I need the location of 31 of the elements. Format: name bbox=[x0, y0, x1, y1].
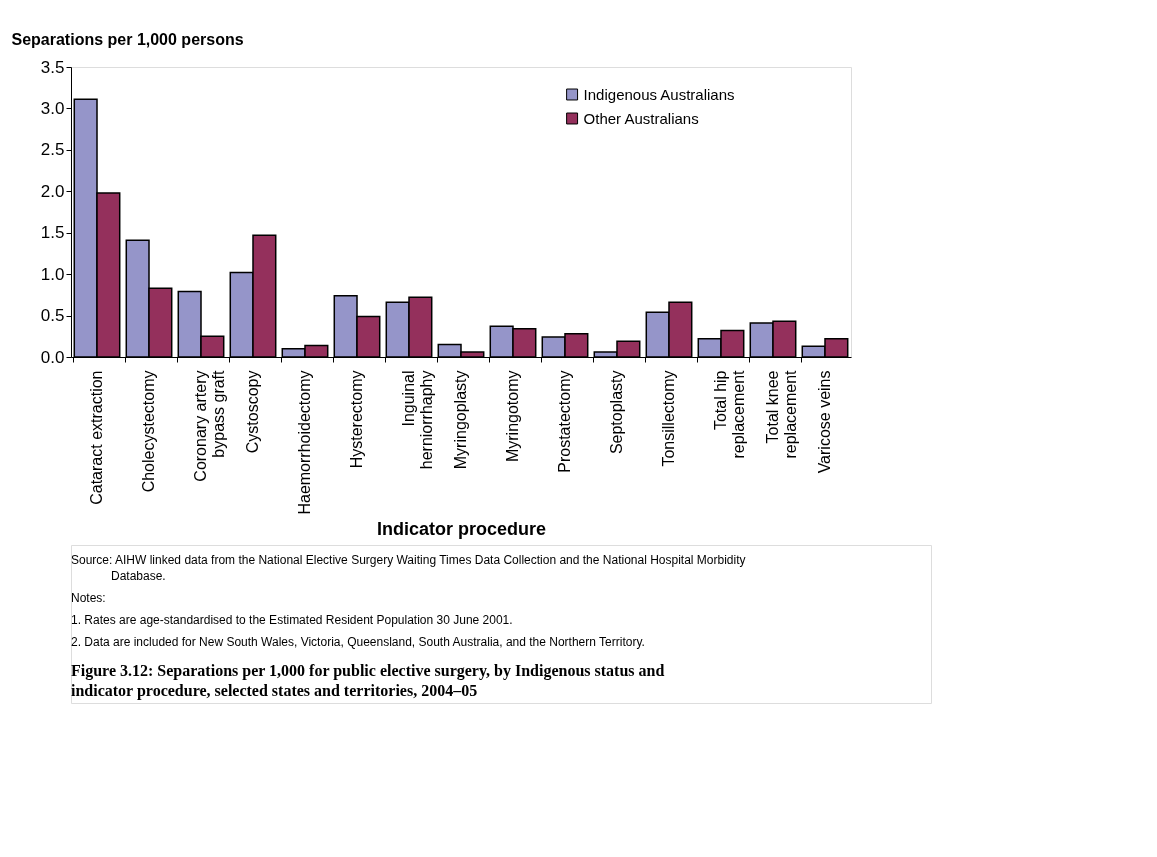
legend-label: Other Australians bbox=[583, 109, 699, 127]
x-tick-label: Coronary artery bypass graft bbox=[192, 369, 227, 482]
y-tick-label: 1.0 bbox=[40, 264, 65, 284]
x-tick-label: Tonsillectomy bbox=[660, 370, 677, 467]
x-tick-label: Cystoscopy bbox=[244, 370, 261, 454]
text: Notes: bbox=[71, 591, 106, 605]
x-tick-label: Cataract extraction bbox=[88, 370, 105, 505]
x-axis-title: Indicator procedure bbox=[376, 518, 547, 539]
x-tick-label: Septoplasty bbox=[608, 370, 625, 455]
y-tick-label: 2.5 bbox=[40, 140, 65, 160]
x-tick-label: Varicose veins bbox=[816, 370, 833, 474]
legend-label: Indigenous Australians bbox=[583, 85, 735, 103]
x-tick-label: Myringotomy bbox=[504, 370, 521, 463]
y-tick-label: 2.0 bbox=[40, 181, 65, 201]
x-tick-label: Haemorrhoidectomy bbox=[296, 370, 313, 515]
text: Figure 3.12: Separations per 1,000 for public elective surgery, by Indigenous status and indicator procedure, selected states and territories, 2004–05 bbox=[71, 662, 665, 700]
x-tick-label: Inguinal herniorrhaphy bbox=[400, 370, 435, 470]
x-tick-label: Hysterectomy bbox=[348, 370, 365, 469]
y-tick-label: 3.0 bbox=[40, 98, 65, 118]
x-tick-label: Myringoplasty bbox=[452, 370, 469, 470]
y-tick-label: 1.5 bbox=[40, 223, 65, 243]
text: 1. Rates are age-standardised to the Estimated Resident Population 30 June 2001. bbox=[71, 613, 513, 627]
y-tick-label: 0.5 bbox=[40, 306, 65, 326]
source-note: Source: AIHW linked data from the National Elective Surgery Waiting Times Data Collection and the National Hospital Morbidity Database. bbox=[71, 553, 746, 583]
y-tick-label: 0.0 bbox=[40, 347, 65, 367]
text: 2. Data are included for New South Wales, Victoria, Queensland, South Australia, and the Northern Territory. bbox=[71, 635, 645, 649]
y-tick-label: 3.5 bbox=[40, 57, 65, 77]
x-tick-label: Cholecystectomy bbox=[140, 370, 157, 493]
x-tick-label: Total hip replacement bbox=[712, 369, 747, 459]
y-axis-title: Separations per 1,000 persons bbox=[11, 30, 244, 48]
x-tick-label: Prostatectomy bbox=[556, 370, 573, 473]
